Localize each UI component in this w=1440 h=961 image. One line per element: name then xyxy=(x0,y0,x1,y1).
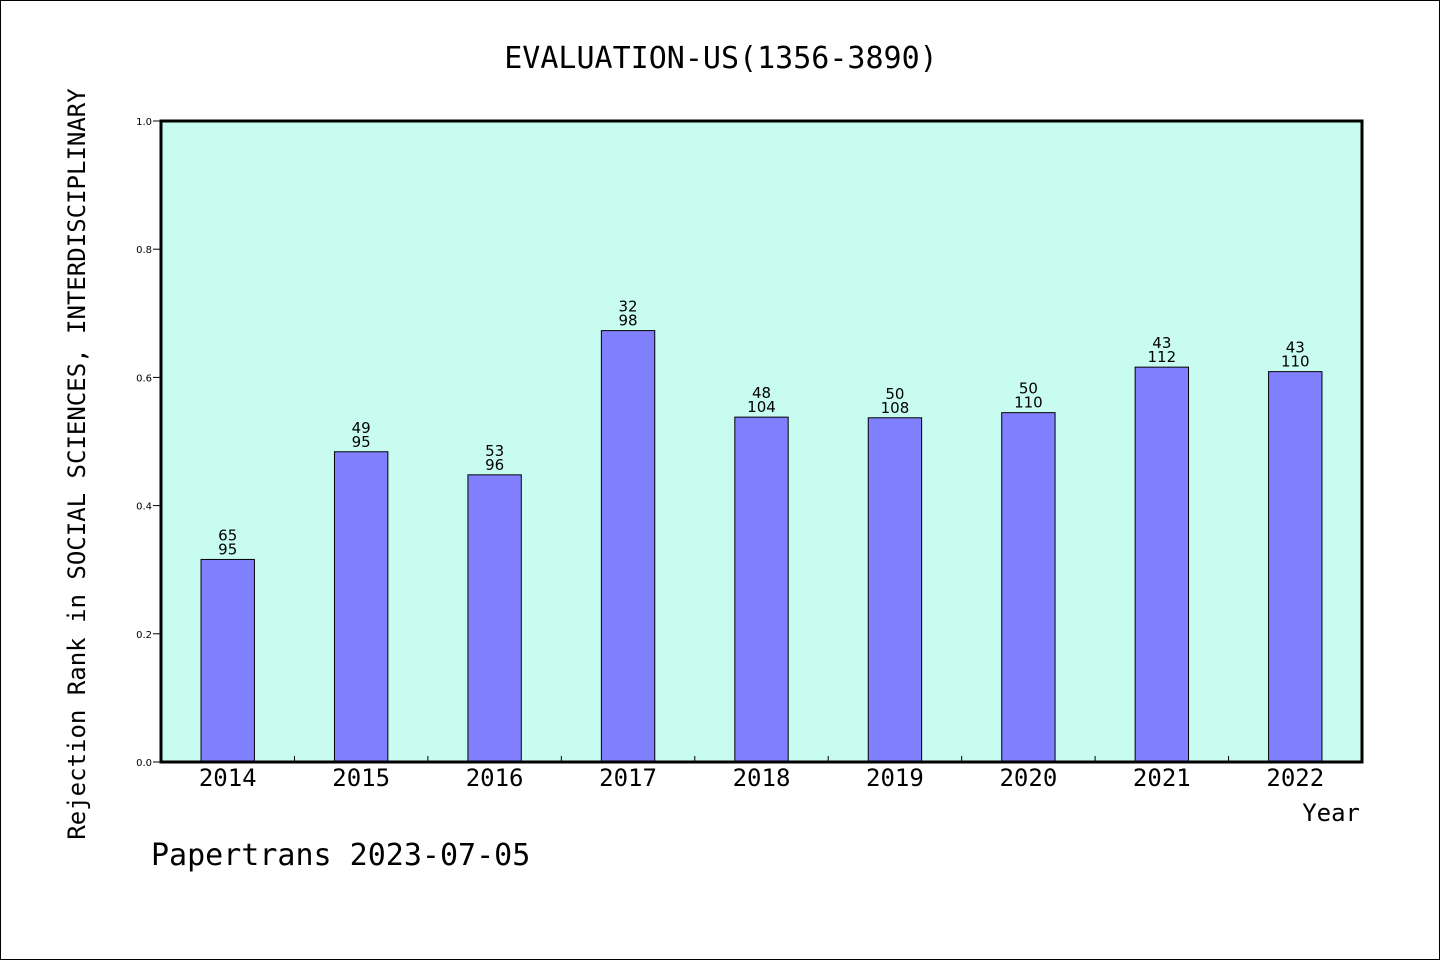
bar-2017 xyxy=(600,330,656,763)
bar-label-top-2019: 50 xyxy=(885,385,904,403)
x-tick-label-2018: 2018 xyxy=(733,764,791,792)
bar-label-bottom-2015: 95 xyxy=(352,433,371,451)
bar-label-top-2021: 43 xyxy=(1152,334,1171,352)
y-tick-label: 0.8 xyxy=(136,245,152,256)
x-tick-label-2022: 2022 xyxy=(1266,764,1324,792)
bars-group xyxy=(200,330,1323,763)
bar-label-bottom-2021: 112 xyxy=(1148,348,1177,366)
bar-label-bottom-2019: 108 xyxy=(881,399,910,417)
bar-labels-group: 6595499553963298481045010850110431124311… xyxy=(218,298,1309,559)
bar-label-bottom-2020: 110 xyxy=(1014,394,1043,412)
x-tick-label-2017: 2017 xyxy=(599,764,657,792)
plot-border xyxy=(159,119,1364,764)
x-axis: 2014 2015 2016 2017 2018 2019 2020 2021 2022 xyxy=(199,756,1324,792)
x-tick-label-2021: 2021 xyxy=(1133,764,1191,792)
bar-2019 xyxy=(867,417,923,763)
x-tick-label-2016: 2016 xyxy=(466,764,524,792)
bar-2020 xyxy=(1001,412,1056,763)
y-tick-label: 0.6 xyxy=(136,373,152,384)
bar-label-bottom-2016: 96 xyxy=(485,456,504,474)
bar-label-bottom-2022: 110 xyxy=(1281,353,1310,371)
bar-label-top-2015: 49 xyxy=(352,419,371,437)
bar-label-top-2014: 65 xyxy=(218,526,237,544)
bar-2021 xyxy=(1134,366,1190,763)
y-axis-label: Rejection Rank in SOCIAL SCIENCES, INTER… xyxy=(63,88,91,840)
y-tick-label: 1.0 xyxy=(136,117,152,128)
footer-credit: Papertrans 2023-07-05 xyxy=(151,838,530,873)
bar-2018 xyxy=(734,416,789,763)
x-axis-label: Year xyxy=(1302,799,1360,827)
bar-2022 xyxy=(1268,371,1323,763)
bar-label-top-2022: 43 xyxy=(1286,339,1305,357)
bar-label-top-2018: 48 xyxy=(752,384,771,402)
x-tick-label-2020: 2020 xyxy=(999,764,1057,792)
x-tick-label-2019: 2019 xyxy=(866,764,924,792)
y-tick-label: 0.4 xyxy=(136,502,152,513)
bar-2016 xyxy=(467,474,522,763)
y-axis: 0.0 0.2 0.4 0.6 0.8 1.0 xyxy=(136,117,161,769)
x-tick-label-2015: 2015 xyxy=(332,764,390,792)
x-tick-label-2014: 2014 xyxy=(199,764,257,792)
y-tick-label: 0.0 xyxy=(136,758,152,769)
bar-2014 xyxy=(200,558,255,763)
chart-title: EVALUATION-US(1356-3890) xyxy=(504,41,937,76)
bar-label-bottom-2018: 104 xyxy=(747,398,776,416)
bar-label-top-2016: 53 xyxy=(485,442,504,460)
bar-label-bottom-2017: 98 xyxy=(619,312,638,330)
bar-label-bottom-2014: 95 xyxy=(218,540,237,558)
y-tick-label: 0.2 xyxy=(136,630,152,641)
bar-2015 xyxy=(333,451,389,763)
bar-label-top-2017: 32 xyxy=(619,298,638,316)
bar-label-top-2020: 50 xyxy=(1019,380,1038,398)
